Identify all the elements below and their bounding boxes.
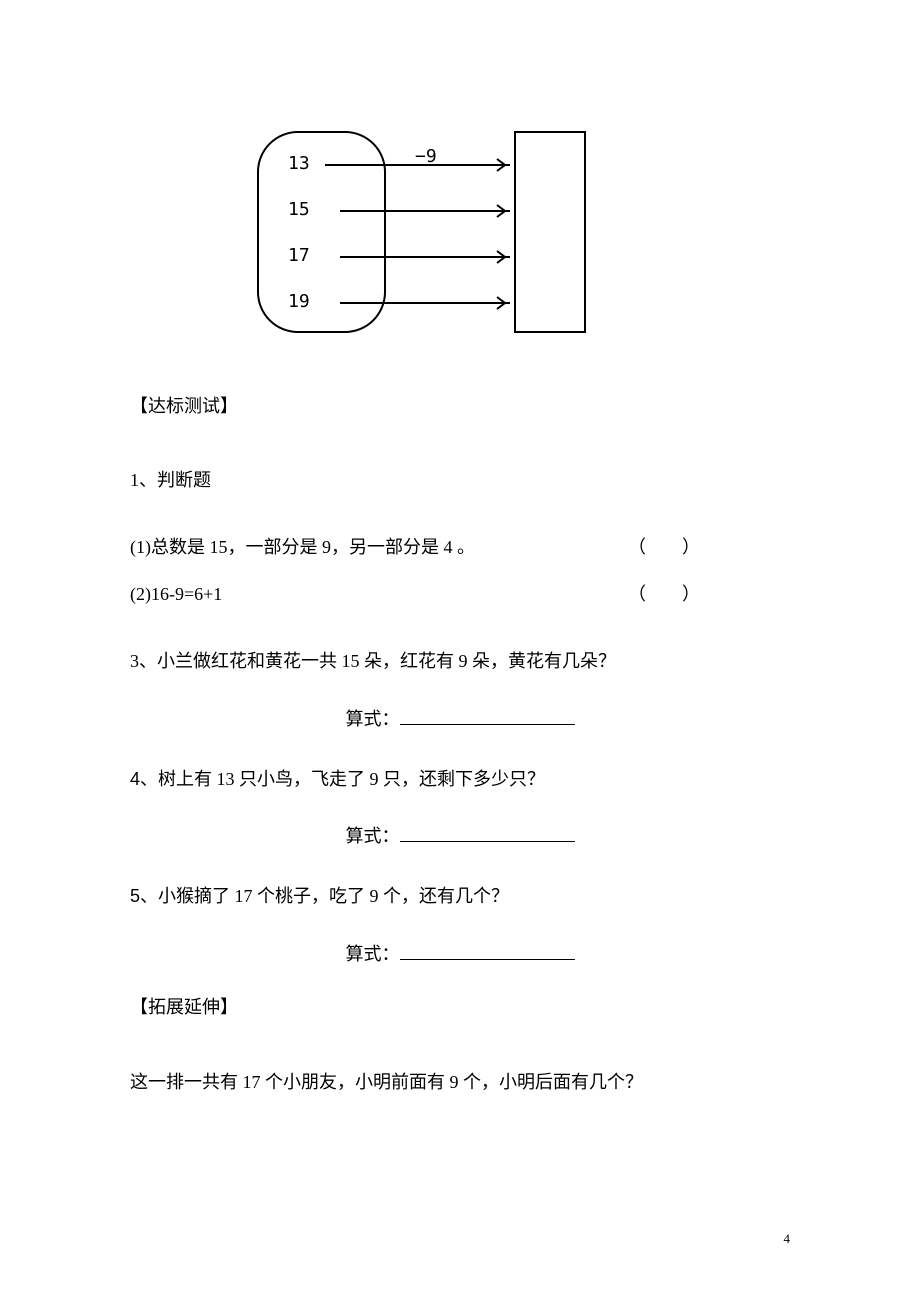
- q1-item2-text: (2)16-9=6+1: [130, 571, 222, 618]
- q5-line: 5、小猴摘了 17 个桃子，吃了 9 个，还有几个？: [130, 873, 790, 920]
- q1-heading: 1、判断题: [130, 457, 790, 504]
- answer-label: 算式：: [346, 826, 400, 846]
- section-title-ext: 【拓展延伸】: [130, 991, 790, 1023]
- q4-num: 4: [130, 769, 140, 789]
- q1-item1-text: (1)总数是 15，一部分是 9，另一部分是 4 。: [130, 524, 475, 571]
- q1-item1-paren: （ ）: [628, 524, 700, 571]
- q1-item2-paren: （ ）: [628, 571, 700, 618]
- diagram-input-number: 19: [288, 291, 310, 312]
- answer-blank: [400, 720, 575, 725]
- diagram-operation: −9: [415, 146, 437, 167]
- q5-answer-line: 算式：: [130, 940, 790, 966]
- diagram-input-number: 17: [288, 245, 310, 266]
- ext-q-text: 这一排一共有 17 个小朋友，小明前面有 9 个，小明后面有几个？: [130, 1059, 790, 1106]
- section-title-test: 【达标测试】: [130, 390, 790, 422]
- q4-answer-line: 算式：: [130, 822, 790, 848]
- q4-line: 4、树上有 13 只小鸟，飞走了 9 只，还剩下多少只？: [130, 756, 790, 803]
- answer-blank: [400, 837, 575, 842]
- q5-num: 5: [130, 886, 140, 906]
- answer-label: 算式：: [346, 709, 400, 729]
- q5-text: 、小猴摘了 17 个桃子，吃了 9 个，还有几个？: [140, 886, 509, 906]
- subtraction-diagram: 13 15 17 19 −9: [240, 120, 580, 340]
- q1-item1: (1)总数是 15，一部分是 9，另一部分是 4 。 （ ）: [130, 524, 700, 571]
- q3-text: 3、小兰做红花和黄花一共 15 朵，红花有 9 朵，黄花有几朵？: [130, 638, 790, 685]
- q1-item2: (2)16-9=6+1 （ ）: [130, 571, 700, 618]
- diagram-input-number: 15: [288, 199, 310, 220]
- q4-text: 、树上有 13 只小鸟，飞走了 9 只，还剩下多少只？: [140, 769, 545, 789]
- diagram-input-number: 13: [288, 153, 310, 174]
- q3-answer-line: 算式：: [130, 705, 790, 731]
- answer-label: 算式：: [346, 944, 400, 964]
- answer-blank: [400, 955, 575, 960]
- page-number: 4: [784, 1231, 791, 1247]
